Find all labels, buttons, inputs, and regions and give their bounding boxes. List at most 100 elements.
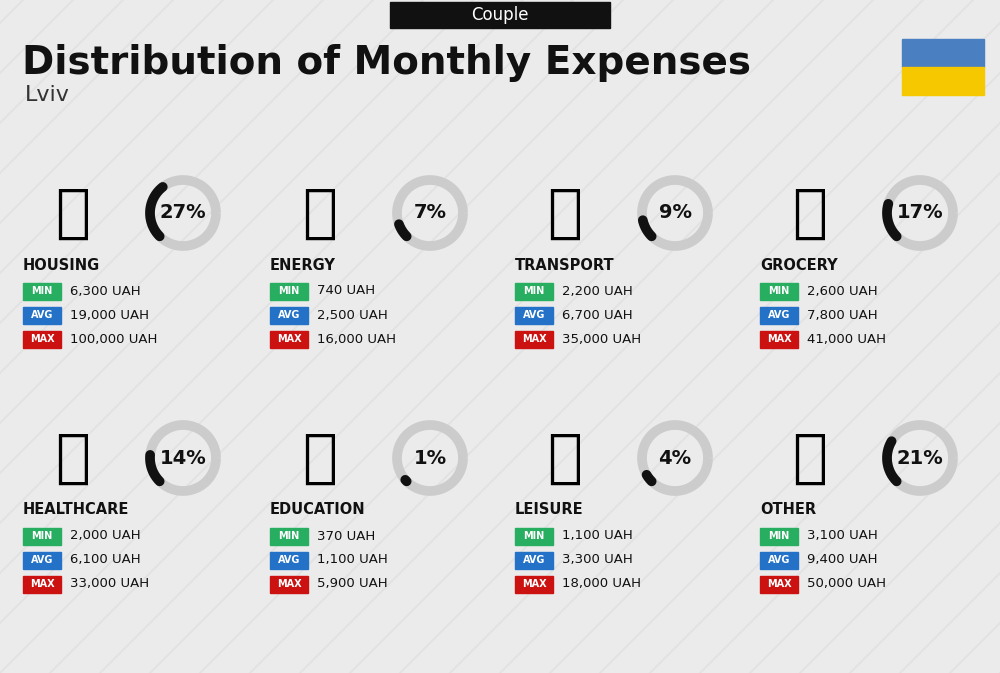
- Text: 18,000 UAH: 18,000 UAH: [562, 577, 641, 590]
- Bar: [270, 575, 308, 592]
- Bar: [760, 330, 798, 347]
- Bar: [760, 528, 798, 544]
- Text: 3,300 UAH: 3,300 UAH: [562, 553, 633, 567]
- Text: MIN: MIN: [278, 286, 300, 296]
- Text: AVG: AVG: [768, 555, 790, 565]
- Text: MIN: MIN: [523, 531, 545, 541]
- Bar: [760, 306, 798, 324]
- Text: 7,800 UAH: 7,800 UAH: [807, 308, 878, 322]
- Text: AVG: AVG: [523, 310, 545, 320]
- Text: 🏥: 🏥: [56, 429, 90, 487]
- Text: ENERGY: ENERGY: [270, 258, 336, 273]
- Bar: [270, 330, 308, 347]
- Text: 4%: 4%: [658, 448, 692, 468]
- Bar: [902, 67, 984, 95]
- Text: AVG: AVG: [31, 555, 53, 565]
- Text: 💼: 💼: [792, 429, 828, 487]
- Text: 🛒: 🛒: [548, 429, 582, 487]
- Bar: [23, 575, 61, 592]
- Text: MAX: MAX: [522, 334, 546, 344]
- Text: Lviv: Lviv: [25, 85, 70, 105]
- Bar: [515, 551, 553, 569]
- Text: 🏢: 🏢: [56, 184, 90, 242]
- Text: 370 UAH: 370 UAH: [317, 530, 375, 542]
- Text: AVG: AVG: [768, 310, 790, 320]
- Bar: [515, 528, 553, 544]
- Text: 2,500 UAH: 2,500 UAH: [317, 308, 388, 322]
- Text: 740 UAH: 740 UAH: [317, 285, 375, 297]
- Bar: [515, 330, 553, 347]
- Bar: [23, 283, 61, 299]
- Bar: [23, 330, 61, 347]
- Bar: [390, 2, 610, 28]
- Text: 2,000 UAH: 2,000 UAH: [70, 530, 141, 542]
- Text: Distribution of Monthly Expenses: Distribution of Monthly Expenses: [22, 44, 751, 82]
- Text: MAX: MAX: [30, 334, 54, 344]
- Text: 7%: 7%: [414, 203, 446, 223]
- Text: OTHER: OTHER: [760, 503, 816, 518]
- Text: MIN: MIN: [523, 286, 545, 296]
- Text: 6,100 UAH: 6,100 UAH: [70, 553, 141, 567]
- Text: MIN: MIN: [768, 531, 790, 541]
- Text: 9%: 9%: [658, 203, 692, 223]
- Text: 5,900 UAH: 5,900 UAH: [317, 577, 388, 590]
- Text: HEALTHCARE: HEALTHCARE: [23, 503, 129, 518]
- Text: 3,100 UAH: 3,100 UAH: [807, 530, 878, 542]
- Text: 🏠: 🏠: [302, 184, 338, 242]
- Text: MAX: MAX: [767, 579, 791, 589]
- Text: MAX: MAX: [522, 579, 546, 589]
- Bar: [760, 551, 798, 569]
- Text: MAX: MAX: [30, 579, 54, 589]
- Bar: [23, 306, 61, 324]
- Bar: [270, 283, 308, 299]
- Text: 50,000 UAH: 50,000 UAH: [807, 577, 886, 590]
- Text: MAX: MAX: [277, 334, 301, 344]
- Text: 9,400 UAH: 9,400 UAH: [807, 553, 878, 567]
- Text: AVG: AVG: [278, 555, 300, 565]
- Text: 17%: 17%: [897, 203, 943, 223]
- Text: 27%: 27%: [160, 203, 206, 223]
- Bar: [515, 306, 553, 324]
- Text: LEISURE: LEISURE: [515, 503, 584, 518]
- Text: 16,000 UAH: 16,000 UAH: [317, 332, 396, 345]
- Text: Couple: Couple: [471, 6, 529, 24]
- Bar: [270, 528, 308, 544]
- Bar: [760, 575, 798, 592]
- Text: MIN: MIN: [31, 286, 53, 296]
- Bar: [270, 306, 308, 324]
- Text: 1,100 UAH: 1,100 UAH: [562, 530, 633, 542]
- Text: TRANSPORT: TRANSPORT: [515, 258, 615, 273]
- Text: AVG: AVG: [523, 555, 545, 565]
- Text: 41,000 UAH: 41,000 UAH: [807, 332, 886, 345]
- Bar: [23, 551, 61, 569]
- Text: AVG: AVG: [278, 310, 300, 320]
- Text: 19,000 UAH: 19,000 UAH: [70, 308, 149, 322]
- Text: MIN: MIN: [278, 531, 300, 541]
- Text: HOUSING: HOUSING: [23, 258, 100, 273]
- Text: AVG: AVG: [31, 310, 53, 320]
- Bar: [760, 283, 798, 299]
- Text: 🎓: 🎓: [302, 429, 338, 487]
- Bar: [270, 551, 308, 569]
- Text: 🛍: 🛍: [792, 184, 828, 242]
- Text: MIN: MIN: [31, 531, 53, 541]
- Bar: [23, 528, 61, 544]
- Text: 33,000 UAH: 33,000 UAH: [70, 577, 149, 590]
- Text: 6,300 UAH: 6,300 UAH: [70, 285, 141, 297]
- Text: 2,200 UAH: 2,200 UAH: [562, 285, 633, 297]
- Bar: [515, 283, 553, 299]
- Text: EDUCATION: EDUCATION: [270, 503, 366, 518]
- Text: 1,100 UAH: 1,100 UAH: [317, 553, 388, 567]
- Text: 1%: 1%: [413, 448, 447, 468]
- Text: MAX: MAX: [767, 334, 791, 344]
- Text: 35,000 UAH: 35,000 UAH: [562, 332, 641, 345]
- Text: 100,000 UAH: 100,000 UAH: [70, 332, 157, 345]
- Text: 14%: 14%: [160, 448, 206, 468]
- Text: 🚌: 🚌: [548, 184, 582, 242]
- Text: 6,700 UAH: 6,700 UAH: [562, 308, 633, 322]
- Text: 21%: 21%: [897, 448, 943, 468]
- Bar: [515, 575, 553, 592]
- Text: 2,600 UAH: 2,600 UAH: [807, 285, 878, 297]
- Text: GROCERY: GROCERY: [760, 258, 838, 273]
- Bar: [902, 39, 984, 67]
